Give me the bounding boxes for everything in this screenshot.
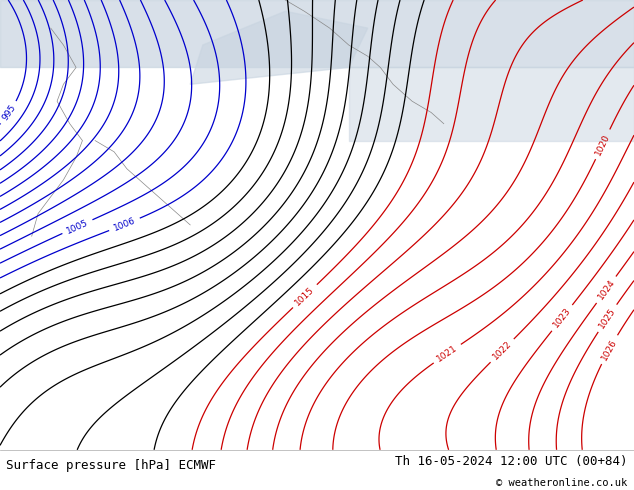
Text: 1025: 1025 bbox=[597, 306, 618, 330]
Text: 1005: 1005 bbox=[65, 218, 90, 236]
Text: Th 16-05-2024 12:00 UTC (00+84): Th 16-05-2024 12:00 UTC (00+84) bbox=[395, 455, 628, 467]
Text: 1026: 1026 bbox=[600, 337, 619, 362]
Text: © weatheronline.co.uk: © weatheronline.co.uk bbox=[496, 478, 628, 488]
Text: 995: 995 bbox=[1, 103, 18, 122]
Text: 1021: 1021 bbox=[435, 343, 459, 364]
Text: 1022: 1022 bbox=[491, 340, 514, 362]
Text: 1006: 1006 bbox=[112, 216, 137, 233]
Text: 1024: 1024 bbox=[596, 278, 617, 301]
Text: 1015: 1015 bbox=[294, 285, 316, 307]
Polygon shape bbox=[190, 11, 368, 84]
Text: Surface pressure [hPa] ECMWF: Surface pressure [hPa] ECMWF bbox=[6, 460, 216, 472]
Text: 1023: 1023 bbox=[552, 306, 573, 330]
Text: 1020: 1020 bbox=[593, 132, 612, 157]
